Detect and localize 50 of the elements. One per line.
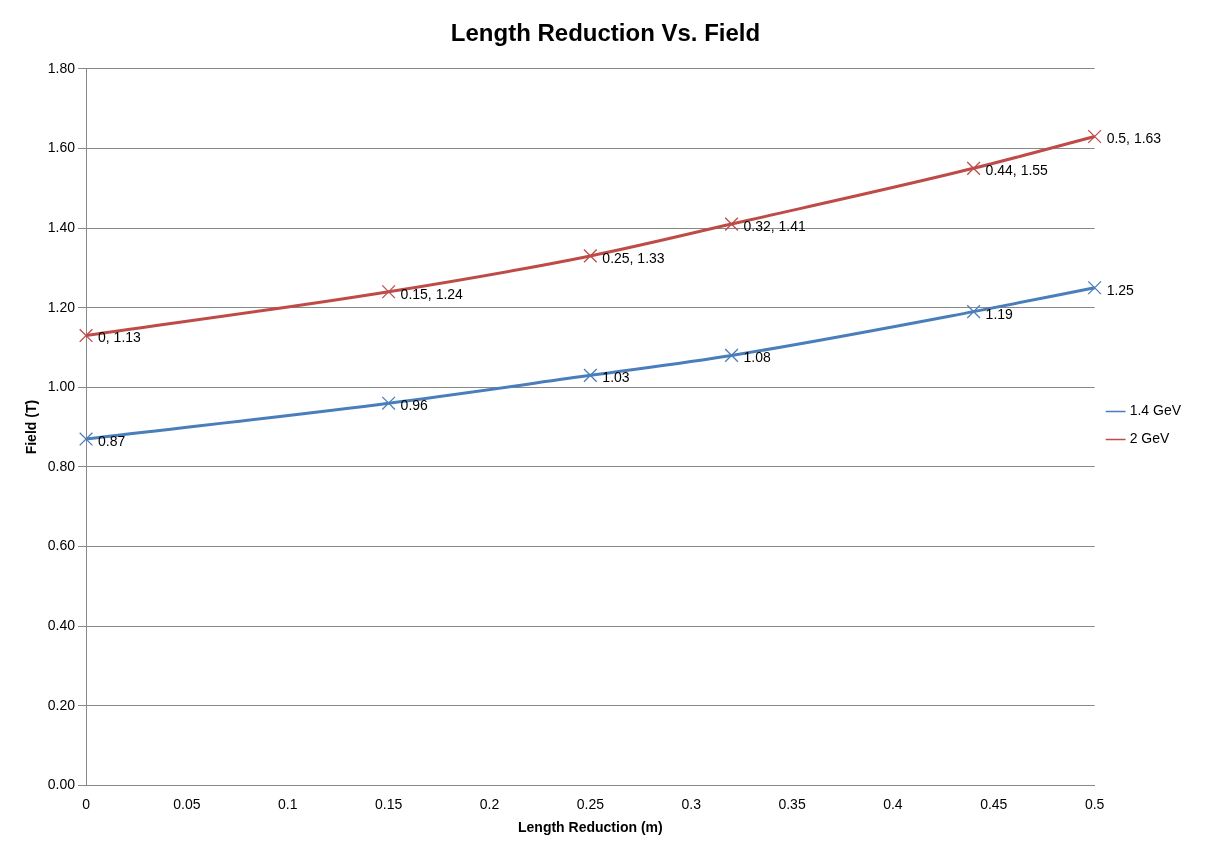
data-label: 0.96	[400, 397, 429, 414]
point	[724, 348, 739, 363]
legend-label: 1.4 GeV	[1129, 402, 1182, 419]
point	[1087, 129, 1102, 144]
x-tick-label: 0.5	[1084, 795, 1105, 812]
y-tick-label: 1.80	[47, 59, 76, 76]
x-tick-label: 0.2	[479, 795, 500, 812]
point	[1087, 280, 1102, 295]
legend-label: 2 GeV	[1129, 430, 1170, 447]
x-tick-label: 0.35	[778, 795, 806, 812]
point	[583, 368, 598, 383]
data-label: 1.25	[1106, 281, 1135, 298]
point	[79, 432, 94, 447]
x-axis-title: Length Reduction (m)	[518, 819, 663, 836]
x-tick-label: 0.4	[883, 795, 903, 812]
y-axis-title: Field (T)	[23, 399, 40, 455]
data-label: 1.03	[602, 369, 630, 386]
data-label: 0.87	[98, 432, 126, 449]
data-label: 0.44, 1.55	[985, 162, 1049, 179]
x-tick-label: 0.45	[980, 795, 1008, 812]
data-label: 0.15, 1.24	[400, 285, 464, 302]
data-label: 0.25, 1.33	[602, 249, 665, 266]
x-tick-label: 0.05	[173, 795, 201, 812]
y-tick-label: 0.40	[47, 617, 76, 634]
point	[381, 396, 396, 411]
x-tick-label: 0.15	[375, 795, 403, 812]
y-tick-label: 0.00	[47, 776, 76, 793]
x-tick-label: 0	[82, 795, 91, 812]
y-tick-label: 1.00	[47, 378, 76, 395]
x-tick-label: 0.1	[278, 795, 298, 812]
y-tick-label: 0.60	[47, 537, 76, 554]
data-label: 0.5, 1.63	[1106, 130, 1162, 147]
point	[79, 328, 94, 343]
y-tick-label: 0.80	[47, 457, 76, 474]
x-tick-label: 0.3	[681, 795, 702, 812]
chart-title: Length Reduction Vs. Field	[450, 19, 761, 47]
y-tick-label: 0.20	[47, 696, 76, 713]
point	[724, 217, 739, 232]
point	[966, 304, 981, 319]
y-tick-label: 1.20	[47, 298, 76, 315]
point	[381, 284, 396, 299]
data-label: 0, 1.13	[98, 329, 142, 346]
data-label: 1.08	[743, 349, 772, 366]
y-tick-label: 1.60	[47, 139, 76, 156]
x-tick-label: 0.25	[576, 795, 605, 812]
data-label: 1.19	[985, 305, 1014, 322]
point	[966, 161, 981, 176]
y-tick-label: 1.40	[47, 218, 76, 235]
data-label: 0.32, 1.41	[743, 217, 807, 234]
point	[583, 248, 598, 263]
